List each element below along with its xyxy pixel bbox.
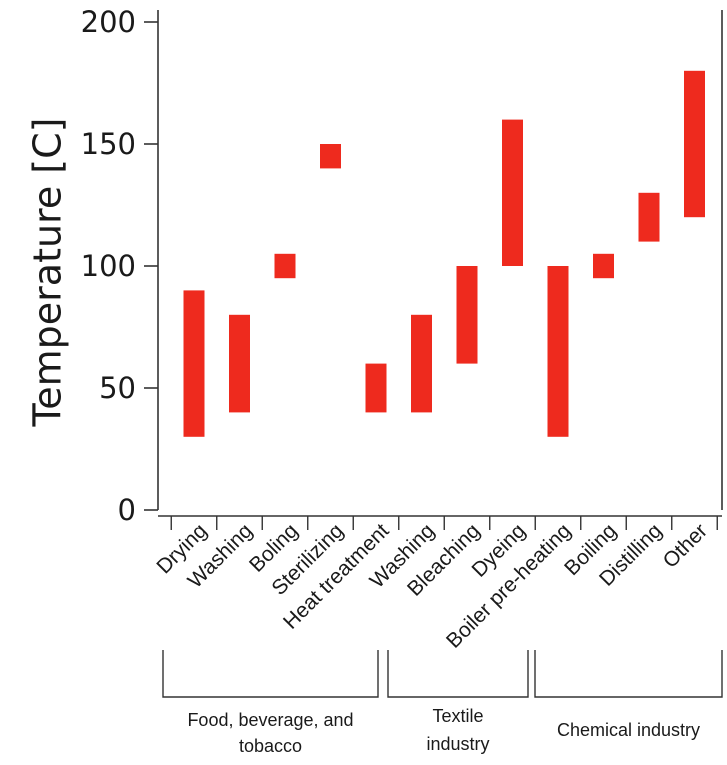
- x-tick-label: Other: [659, 519, 712, 572]
- group-label: Textile: [432, 706, 483, 726]
- range-bar: [229, 314, 250, 413]
- range-bar: [274, 253, 296, 279]
- range-bar: [502, 119, 523, 266]
- range-bar: [320, 144, 341, 169]
- y-tick-label: 0: [118, 493, 136, 527]
- bars: [183, 70, 705, 437]
- group-bracket: [162, 650, 379, 698]
- y-tick-label: 200: [81, 5, 136, 39]
- range-bar: [547, 266, 569, 437]
- range-bar: [593, 253, 614, 279]
- range-bar: [684, 70, 705, 218]
- group-label: tobacco: [239, 736, 302, 756]
- range-bar: [638, 192, 660, 242]
- y-tick-label: 50: [99, 371, 136, 405]
- range-bar: [183, 290, 205, 437]
- y-tick-label: 100: [81, 249, 136, 283]
- axes: 0 50 100 150 200: [81, 5, 723, 530]
- group-bracket: [387, 650, 529, 698]
- group-label: Chemical industry: [557, 720, 700, 740]
- group-label: Food, beverage, and: [187, 710, 353, 730]
- y-tick-label: 150: [81, 127, 136, 161]
- group-bracket: [534, 650, 723, 698]
- range-bar: [411, 314, 432, 413]
- group-label: industry: [426, 734, 489, 754]
- y-axis-label: Temperature [C]: [26, 118, 70, 428]
- category-groups: Food, beverage, and tobacco Textile industr…: [162, 650, 723, 756]
- range-bar: [365, 363, 387, 413]
- range-bar: [456, 266, 478, 364]
